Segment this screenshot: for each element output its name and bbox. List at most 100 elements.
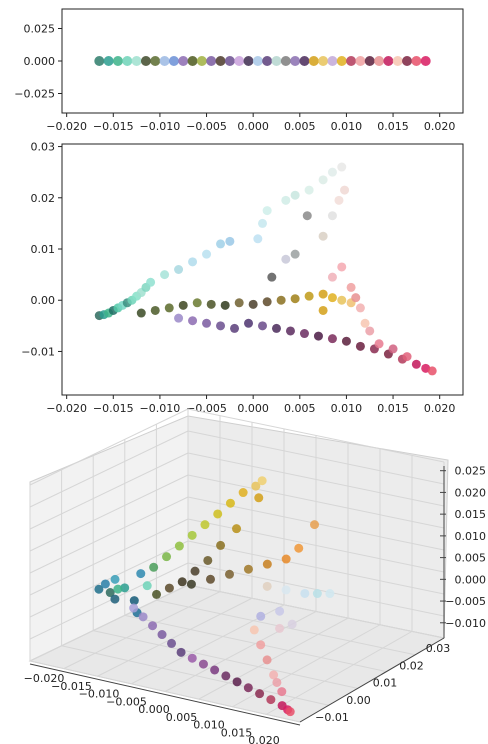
- x-tick-label: −0.020: [46, 402, 87, 415]
- data-point: [174, 313, 184, 323]
- grid-line: [187, 452, 445, 507]
- data-point: [136, 308, 146, 318]
- data-point: [176, 647, 186, 657]
- grid-line: [124, 614, 387, 673]
- data-point: [262, 56, 273, 66]
- x-tick-label: −0.010: [140, 120, 181, 133]
- grid-line: [29, 452, 189, 530]
- data-point: [243, 56, 254, 66]
- data-point: [224, 569, 234, 579]
- data-point: [310, 520, 320, 530]
- x-tick-label: 0.000: [237, 402, 269, 415]
- data-point: [202, 318, 212, 328]
- data-point: [290, 190, 300, 200]
- data-point: [206, 56, 217, 66]
- data-point: [186, 579, 196, 589]
- x-tick-label: −0.020: [24, 672, 65, 685]
- data-point: [304, 291, 314, 301]
- data-point: [262, 559, 272, 569]
- data-point: [269, 670, 279, 680]
- data-point: [129, 603, 139, 613]
- data-point: [276, 295, 286, 305]
- data-point: [157, 630, 167, 640]
- data-point: [256, 640, 266, 650]
- x-tick-label: 0.000: [237, 120, 269, 133]
- data-point: [221, 671, 231, 681]
- data-point: [336, 56, 347, 66]
- data-point: [334, 195, 344, 205]
- grid-line: [29, 562, 189, 640]
- data-point: [374, 339, 384, 349]
- data-point: [355, 341, 365, 351]
- data-point: [327, 167, 337, 177]
- grid-line: [198, 617, 349, 700]
- x-tick-label: 0.015: [377, 120, 409, 133]
- grid-line: [187, 474, 445, 529]
- data-point: [164, 303, 174, 313]
- data-point: [308, 56, 319, 66]
- data-point: [234, 56, 245, 66]
- data-point: [210, 665, 220, 675]
- data-point: [355, 56, 366, 66]
- z-tick-label: −0.010: [445, 617, 486, 630]
- data-point: [198, 659, 208, 669]
- data-point: [160, 270, 170, 280]
- data-point: [281, 254, 291, 264]
- data-point: [216, 239, 226, 249]
- z-tick-label: 0.000: [455, 573, 487, 586]
- grid-line: [29, 430, 189, 508]
- data-point: [113, 584, 123, 594]
- data-point: [287, 619, 297, 629]
- data-point: [318, 175, 328, 185]
- data-point: [224, 56, 235, 66]
- data-point: [167, 638, 177, 648]
- y-tick-label: 0.03: [31, 141, 56, 154]
- data-point: [290, 249, 300, 259]
- data-point: [188, 257, 198, 267]
- data-point: [159, 56, 170, 66]
- x-tick-label: −0.020: [46, 120, 87, 133]
- data-point: [138, 612, 148, 622]
- data-point: [304, 185, 314, 195]
- data-point: [178, 56, 189, 66]
- data-point: [351, 293, 361, 303]
- grid-line: [156, 599, 416, 656]
- data-point: [327, 211, 337, 221]
- data-point: [355, 303, 365, 313]
- chart-1d-scatter: −0.020 −0.015 −0.010 −0.005 0.000 0.005 0.010 0…: [14, 8, 464, 133]
- x-tick-label: −0.015: [93, 120, 134, 133]
- data-point: [131, 56, 142, 66]
- data-point: [257, 476, 267, 486]
- data-point: [103, 56, 114, 66]
- data-point: [280, 56, 291, 66]
- data-point: [216, 540, 226, 550]
- data-point: [232, 677, 242, 687]
- data-point: [383, 56, 394, 66]
- data-point: [142, 581, 152, 591]
- data-point: [312, 589, 322, 599]
- data-point: [94, 584, 104, 594]
- x-tick-label: −0.015: [51, 680, 92, 693]
- x-tick-label: 0.015: [221, 726, 253, 739]
- z-tick-label: 0.005: [455, 552, 487, 565]
- data-point: [200, 520, 210, 530]
- data-point: [255, 689, 265, 699]
- data-point: [327, 293, 337, 303]
- data-point: [262, 581, 272, 591]
- data-point: [340, 185, 350, 195]
- data-point: [243, 564, 253, 574]
- x-tick-label: 0.020: [248, 734, 280, 744]
- data-point: [129, 596, 139, 606]
- y-tick-label: 0.01: [373, 677, 398, 690]
- data-point: [122, 56, 133, 66]
- data-point: [388, 344, 398, 354]
- axes-3d: [29, 466, 445, 726]
- grid-line: [29, 518, 189, 596]
- data-point: [150, 56, 161, 66]
- y-tick-label: 0.00: [31, 294, 56, 307]
- data-point: [243, 683, 253, 693]
- data-point: [346, 56, 357, 66]
- grid-line: [266, 630, 413, 715]
- data-point: [290, 56, 301, 66]
- x-tick-label: −0.005: [186, 120, 227, 133]
